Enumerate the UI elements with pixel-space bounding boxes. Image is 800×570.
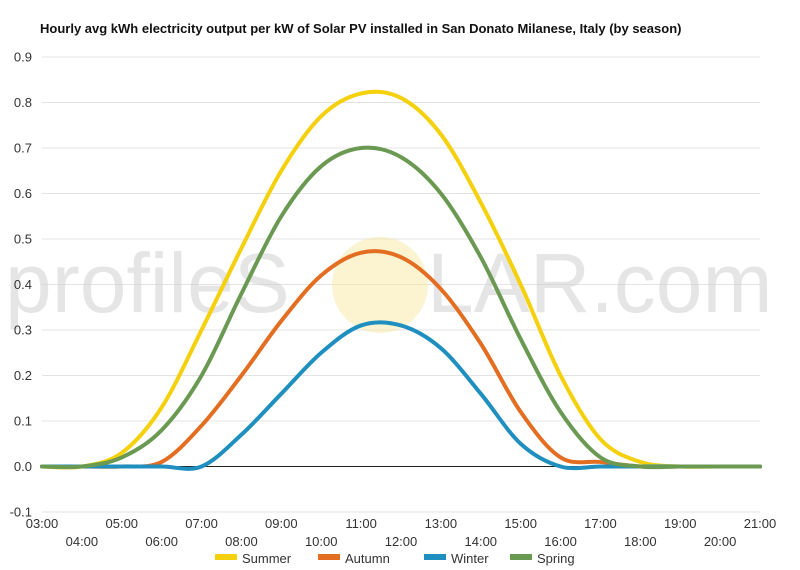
watermark-text-right: LAR.com [427, 236, 772, 330]
x-tick-label: 09:00 [265, 516, 298, 531]
watermark: profileS LAR.com [5, 236, 772, 333]
x-tick-label: 07:00 [185, 516, 218, 531]
y-tick-label: 0.2 [14, 368, 32, 383]
y-tick-label: 0.1 [14, 414, 32, 429]
watermark-text-left: profileS [5, 236, 290, 330]
y-tick-label: 0.6 [14, 186, 32, 201]
x-tick-label: 06:00 [145, 534, 178, 549]
legend-swatch [510, 554, 532, 560]
y-tick-label: 0.4 [14, 277, 32, 292]
x-tick-label: 13:00 [425, 516, 458, 531]
x-tick-label: 08:00 [225, 534, 258, 549]
x-tick-label: 19:00 [664, 516, 697, 531]
legend-swatch [215, 554, 237, 560]
x-tick-label: 15:00 [504, 516, 537, 531]
legend: Summer Autumn Winter Spring [215, 551, 575, 566]
legend-label: Winter [451, 551, 489, 566]
series-line-winter [40, 320, 762, 471]
y-tick-label: -0.1 [10, 505, 32, 520]
x-tick-label: 18:00 [624, 534, 657, 549]
y-tick-label: 0.8 [14, 95, 32, 110]
x-tick-label: 04:00 [66, 534, 99, 549]
y-tick-label: 0.0 [14, 459, 32, 474]
x-tick-label: 10:00 [305, 534, 338, 549]
x-tick-label: 16:00 [544, 534, 577, 549]
series-line-spring [40, 145, 762, 470]
y-axis-ticks: -0.1 0.0 0.1 0.2 0.3 0.4 0.5 0.6 0.7 0.8 0.9 [10, 50, 32, 520]
x-axis-ticks: 03:00 05:00 07:00 09:00 11:00 13:00 15:00 17:00… [26, 516, 777, 549]
y-tick-label: 0.3 [14, 323, 32, 338]
y-tick-label: 0.7 [14, 141, 32, 156]
x-tick-label: 14:00 [465, 534, 498, 549]
chart-title: Hourly avg kWh electricity output per kW… [40, 21, 681, 36]
series-lines [40, 89, 762, 471]
legend-label: Summer [242, 551, 292, 566]
legend-swatch [424, 554, 446, 560]
series-line-summer [40, 89, 762, 470]
x-tick-label: 12:00 [385, 534, 418, 549]
legend-swatch [318, 554, 340, 560]
x-tick-label: 17:00 [584, 516, 617, 531]
legend-label: Autumn [345, 551, 390, 566]
watermark-sun-icon [332, 237, 428, 333]
x-tick-label: 11:00 [345, 516, 377, 531]
x-tick-label: 03:00 [26, 516, 59, 531]
x-tick-label: 20:00 [704, 534, 737, 549]
y-tick-label: 0.9 [14, 50, 32, 65]
x-tick-label: 05:00 [106, 516, 139, 531]
x-tick-label: 21:00 [744, 516, 777, 531]
y-tick-label: 0.5 [14, 232, 32, 247]
legend-label: Spring [537, 551, 575, 566]
